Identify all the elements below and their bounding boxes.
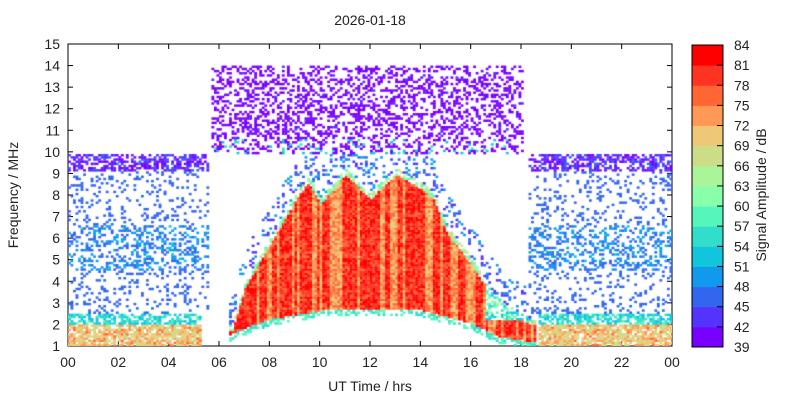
colorbar-band: [692, 165, 723, 187]
y-axis-label: Frequency / MHz: [5, 142, 21, 249]
colorbar-band: [692, 206, 723, 227]
colorbar-band: [692, 306, 723, 328]
colorbar-tick-label: 48: [734, 279, 750, 295]
y-tick-label: 15: [44, 36, 60, 52]
y-tick-label: 14: [44, 58, 60, 74]
x-tick-label: 00: [60, 354, 76, 370]
colorbar-band: [692, 326, 723, 348]
colorbar-band: [692, 286, 723, 308]
x-tick-label: 06: [211, 354, 227, 370]
y-tick-label: 1: [52, 338, 60, 354]
colorbar-tick-label: 81: [734, 57, 750, 73]
x-tick-label: 04: [161, 354, 177, 370]
y-tick-label: 6: [52, 230, 60, 246]
x-tick-label: 08: [262, 354, 278, 370]
y-tick-label: 4: [52, 273, 60, 289]
colorbar-tick-label: 57: [734, 218, 750, 234]
colorbar-tick-label: 72: [734, 118, 750, 134]
colorbar-tick-label: 60: [734, 198, 750, 214]
colorbar-band: [692, 145, 723, 167]
colorbar-label: Signal Amplitude / dB: [753, 128, 769, 261]
y-tick-label: 3: [52, 295, 60, 311]
x-tick-label: 12: [362, 354, 378, 370]
colorbar-tick-label: 45: [734, 299, 750, 315]
y-tick-label: 5: [52, 252, 60, 268]
colorbar-tick-label: 39: [734, 339, 750, 355]
y-tick-label: 13: [44, 79, 60, 95]
y-tick-label: 9: [52, 165, 60, 181]
y-tick-label: 7: [52, 209, 60, 225]
x-tick-label: 02: [111, 354, 127, 370]
colorbar-frame: [691, 44, 724, 348]
colorbar-band: [692, 105, 723, 127]
colorbar-tick-label: 84: [734, 37, 750, 53]
colorbar-band: [692, 185, 723, 207]
colorbar-tick-label: 51: [734, 258, 750, 274]
x-tick-label: 10: [312, 354, 328, 370]
colorbar-tick-label: 42: [734, 319, 750, 335]
x-tick-label: 20: [564, 354, 580, 370]
colorbar-tick-label: 54: [734, 238, 750, 254]
colorbar-band: [692, 85, 723, 106]
colorbar-tick-label: 69: [734, 138, 750, 154]
colorbar-tick-label: 78: [734, 77, 750, 93]
spectrogram-heatmap: [68, 44, 672, 346]
y-tick-label: 12: [44, 101, 60, 117]
colorbar-band: [692, 125, 723, 147]
x-tick-label: 14: [413, 354, 429, 370]
colorbar-tick-label: 63: [734, 178, 750, 194]
x-axis: 00 02 04 06 08 10 12 14 16 18 20 22 00: [60, 44, 680, 370]
colorbar: 39 42 45 48 51 54 57 60 63 66 69 72 75 78 81 84: [691, 37, 750, 355]
x-tick-label: 16: [463, 354, 479, 370]
chart-title: 2026-01-18: [334, 12, 406, 28]
x-tick-label: 00: [664, 354, 680, 370]
y-tick-label: 11: [45, 122, 60, 138]
y-tick-label: 8: [52, 187, 60, 203]
colorbar-band: [692, 266, 723, 288]
x-tick-label: 22: [614, 354, 630, 370]
y-tick-label: 2: [52, 316, 60, 332]
colorbar-band: [692, 45, 723, 66]
x-tick-label: 18: [513, 354, 529, 370]
colorbar-tick-label: 66: [734, 158, 750, 174]
y-tick-label: 10: [44, 144, 60, 160]
colorbar-band: [692, 246, 723, 267]
colorbar-tick-label: 75: [734, 97, 750, 113]
x-axis-label: UT Time / hrs: [328, 378, 412, 394]
colorbar-band: [692, 65, 723, 86]
colorbar-band: [692, 226, 723, 247]
